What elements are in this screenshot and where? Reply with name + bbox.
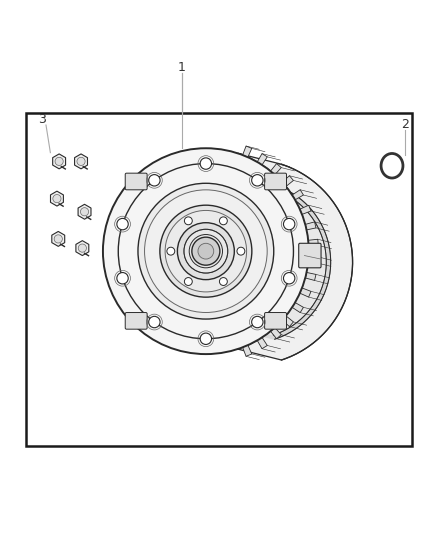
FancyBboxPatch shape [265, 312, 286, 329]
Circle shape [117, 219, 128, 230]
Polygon shape [305, 272, 316, 280]
Circle shape [138, 183, 274, 319]
Circle shape [145, 190, 267, 312]
FancyBboxPatch shape [125, 173, 147, 190]
Circle shape [148, 175, 160, 186]
Polygon shape [238, 154, 353, 360]
Polygon shape [282, 176, 293, 187]
Circle shape [283, 272, 295, 284]
Circle shape [219, 278, 227, 286]
Bar [26, 113, 412, 446]
Circle shape [192, 237, 220, 265]
Polygon shape [271, 164, 281, 175]
Polygon shape [53, 154, 66, 169]
Polygon shape [78, 204, 91, 219]
Polygon shape [305, 222, 316, 230]
Circle shape [53, 195, 61, 203]
Circle shape [252, 175, 263, 186]
Circle shape [283, 219, 295, 230]
Circle shape [78, 244, 86, 252]
Polygon shape [292, 303, 304, 312]
Polygon shape [52, 231, 65, 246]
Polygon shape [74, 154, 88, 169]
Polygon shape [243, 345, 252, 357]
Circle shape [148, 317, 160, 328]
Polygon shape [300, 288, 311, 297]
Polygon shape [257, 337, 267, 349]
Circle shape [237, 247, 245, 255]
Polygon shape [231, 174, 331, 339]
Circle shape [81, 208, 88, 216]
Circle shape [77, 157, 85, 165]
Polygon shape [243, 146, 252, 157]
FancyBboxPatch shape [265, 173, 286, 190]
Polygon shape [50, 191, 64, 206]
Polygon shape [282, 316, 293, 327]
Circle shape [54, 235, 62, 243]
Polygon shape [223, 197, 307, 316]
Circle shape [200, 158, 212, 169]
Circle shape [184, 217, 192, 225]
Polygon shape [230, 178, 326, 335]
Polygon shape [300, 205, 311, 214]
Circle shape [117, 272, 128, 284]
Circle shape [184, 278, 192, 286]
Circle shape [177, 223, 234, 280]
Circle shape [55, 157, 63, 165]
Text: 1: 1 [178, 61, 186, 74]
Circle shape [200, 333, 212, 344]
Polygon shape [308, 239, 318, 246]
Text: 3: 3 [38, 114, 46, 126]
Circle shape [165, 211, 247, 292]
Circle shape [184, 229, 228, 273]
Polygon shape [292, 190, 304, 200]
Text: 2: 2 [401, 118, 409, 131]
FancyBboxPatch shape [125, 312, 147, 329]
Circle shape [252, 317, 263, 328]
Circle shape [219, 217, 227, 225]
Circle shape [198, 243, 214, 259]
Circle shape [103, 148, 309, 354]
Circle shape [160, 205, 252, 297]
Polygon shape [76, 241, 89, 255]
FancyBboxPatch shape [299, 243, 321, 268]
Polygon shape [271, 328, 281, 339]
Ellipse shape [381, 154, 403, 178]
Polygon shape [257, 154, 267, 165]
Polygon shape [308, 256, 318, 263]
Circle shape [167, 247, 175, 255]
